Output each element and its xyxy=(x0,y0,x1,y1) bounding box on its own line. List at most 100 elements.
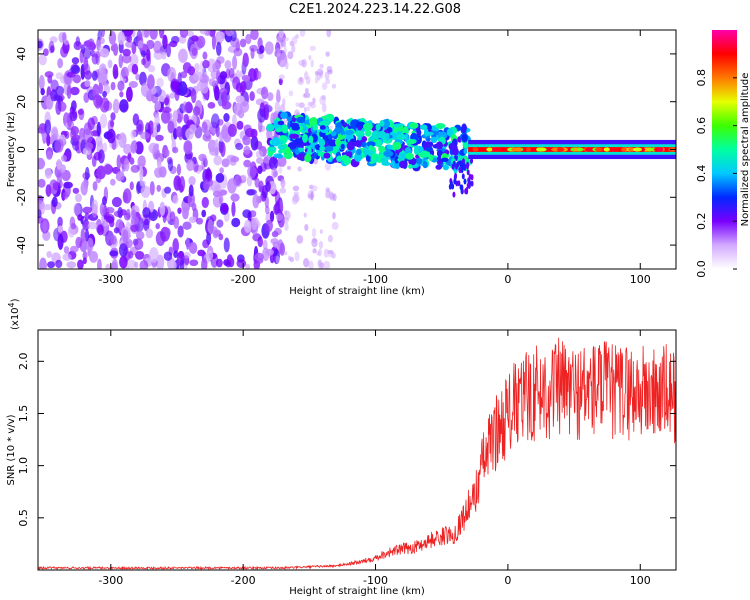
heatmap-noise-cell xyxy=(84,228,90,242)
heatmap-cells xyxy=(38,30,676,269)
heatmap-noise-cell xyxy=(187,191,195,208)
heatmap-noise-cell xyxy=(126,34,133,43)
heatmap-noise-cell xyxy=(257,236,263,248)
heatmap-noise-cell xyxy=(55,100,62,116)
heatmap-signal-cell xyxy=(409,122,419,129)
heatmap-noise-cell xyxy=(208,78,216,87)
heatmap-signal-cell xyxy=(352,141,358,147)
heatmap-signal-cell xyxy=(276,153,284,159)
heatmap-noise-cell xyxy=(38,126,47,134)
heatmap-noise-cell xyxy=(190,35,199,42)
heatmap-signal-cell xyxy=(308,135,314,144)
heatmap-noise-cell xyxy=(182,221,192,230)
heatmap-sparse-cell xyxy=(285,60,289,70)
snr-frame xyxy=(37,329,677,571)
heatmap-noise-cell xyxy=(87,38,95,51)
heatmap-signal-tail xyxy=(461,158,465,165)
heatmap-signal-cell xyxy=(394,156,400,164)
heatmap-noise-cell xyxy=(202,239,210,249)
heatmap-sparse-cell xyxy=(296,234,304,244)
heatmap-noise-cell xyxy=(249,44,258,52)
heatmap-noise-cell xyxy=(241,174,247,181)
heatmap-noise-cell xyxy=(144,30,150,38)
heatmap-noise-cell xyxy=(72,74,82,84)
heatmap-noise-cell xyxy=(216,31,226,42)
heatmap-signal-cell xyxy=(364,129,372,137)
heatmap-signal-cell xyxy=(319,145,326,152)
heatmap-signal-cell xyxy=(393,126,399,134)
heatmap-noise-cell xyxy=(51,196,58,208)
heatmap-sparse-cell xyxy=(289,256,295,263)
heatmap-noise-cell xyxy=(105,263,111,269)
heatmap-signal-cell xyxy=(408,164,413,169)
heatmap-signal-cell xyxy=(361,140,367,148)
heatmap-noise-cell xyxy=(109,120,115,128)
heatmap-signal-cell xyxy=(435,123,446,129)
heatmap-noise-cell xyxy=(112,64,119,80)
snr-exponent-power: 4 xyxy=(7,302,16,307)
colorbar-tick-label: 0.8 xyxy=(695,69,708,87)
heatmap-noise-cell xyxy=(167,66,177,83)
heatmap-noise-cell xyxy=(167,158,174,172)
heatmap-xtick-label: 0 xyxy=(504,273,511,286)
heatmap-signal-cell xyxy=(399,160,408,169)
heatmap-noise-cell xyxy=(188,216,197,223)
heatmap-noise-cell xyxy=(140,50,146,58)
heatmap-noise-cell xyxy=(119,91,124,98)
heatmap-sparse-cell xyxy=(304,87,309,94)
heatmap-noise-cell xyxy=(100,30,105,38)
heatmap-signal-cell xyxy=(383,150,394,157)
heatmap-sparse-cell xyxy=(310,59,314,68)
heatmap-signal-cell xyxy=(280,111,288,119)
heatmap-signal-tail xyxy=(464,188,468,195)
heatmap-signal-cell xyxy=(268,146,277,152)
heatmap-sparse-cell xyxy=(304,223,309,232)
chart-title: C2E1.2024.223.14.22.G08 xyxy=(288,2,462,17)
heatmap-noise-cell xyxy=(97,224,104,236)
heatmap-signal-cell xyxy=(463,148,468,155)
heatmap-noise-cell xyxy=(261,185,268,199)
heatmap-signal-cell xyxy=(461,123,467,133)
heatmap-noise-cell xyxy=(40,201,46,215)
heatmap-noise-cell xyxy=(162,34,168,50)
heatmap-noise-cell xyxy=(215,41,222,56)
heatmap-noise-cell xyxy=(130,129,137,139)
heatmap-noise-cell xyxy=(102,90,107,98)
heatmap-noise-cell xyxy=(213,155,222,166)
heatmap-signal-cell xyxy=(393,141,402,150)
heatmap-noise-cell xyxy=(146,39,155,50)
heatmap-noise-cell xyxy=(112,98,120,114)
heatmap-sparse-cell xyxy=(331,83,337,89)
heatmap-noise-cell xyxy=(220,141,226,158)
heatmap-noise-cell xyxy=(84,212,90,221)
heatmap-noise-cell xyxy=(202,59,210,69)
heatmap-noise-cell xyxy=(207,102,216,109)
heatmap-signal-cell xyxy=(293,138,303,146)
heatmap-sparse-cell xyxy=(331,252,336,259)
heatmap-noise-cell xyxy=(190,88,197,104)
heatmap-noise-cell xyxy=(141,58,146,66)
heatmap-noise-cell xyxy=(38,209,42,219)
colorbar-tick-label: 0.6 xyxy=(695,117,708,135)
heatmap-noise-cell xyxy=(84,80,91,87)
heatmap-carrier-cell xyxy=(573,147,579,152)
heatmap-signal-tail xyxy=(470,174,474,181)
heatmap-noise-cell xyxy=(235,95,245,103)
heatmap-noise-cell xyxy=(177,250,185,259)
heatmap-noise-cell xyxy=(223,259,230,266)
heatmap-carrier-cell xyxy=(584,147,594,152)
heatmap-noise-cell xyxy=(183,142,193,155)
heatmap-noise-cell xyxy=(70,222,77,230)
heatmap-signal-cell xyxy=(375,123,381,131)
heatmap-noise-cell xyxy=(42,220,48,233)
heatmap-signal-cell xyxy=(324,145,334,152)
heatmap-sparse-cell xyxy=(318,248,322,257)
heatmap-sparse-cell xyxy=(324,161,332,171)
heatmap-signal-tail xyxy=(461,173,465,180)
heatmap-noise-cell xyxy=(232,55,238,70)
heatmap-noise-cell xyxy=(43,204,52,211)
heatmap-signal-cell xyxy=(343,155,351,166)
heatmap-sparse-cell xyxy=(306,105,311,112)
heatmap-sparse-cell xyxy=(317,258,323,269)
heatmap-sparse-cell xyxy=(323,248,329,258)
